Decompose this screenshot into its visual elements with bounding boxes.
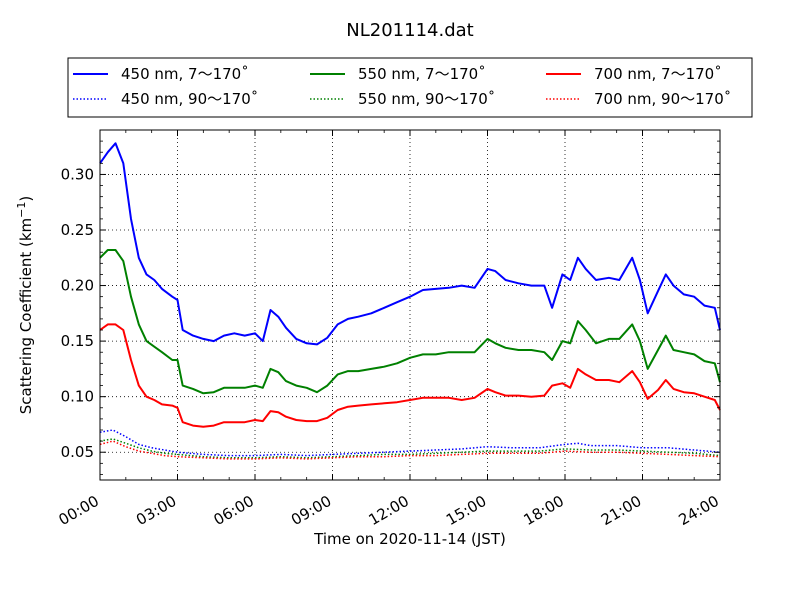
- series-layer: [99, 142, 721, 460]
- chart-title: NL201114.dat: [346, 20, 473, 41]
- legend-label: 700 nm, 7～170˚: [594, 65, 722, 83]
- legend: 450 nm, 7～170˚ 550 nm, 7～170˚ 700 nm, 7～17…: [67, 57, 753, 118]
- grid-lines: [100, 130, 720, 480]
- y-axis-label-main: Scattering Coefficient (km: [17, 218, 35, 414]
- y-tick-labels: 0.05 0.10 0.15 0.20 0.25 0.30: [61, 165, 94, 461]
- legend-label: 450 nm, 7～170˚: [121, 65, 249, 83]
- legend-label: 700 nm, 90～170˚: [594, 90, 731, 108]
- y-tick-label: 0.15: [61, 332, 94, 350]
- x-axis-label: Time on 2020-11-14 (JST): [313, 530, 506, 548]
- y-axis-label-end: ): [17, 196, 35, 202]
- axis-ticks: [99, 129, 721, 480]
- legend-entries: 450 nm, 7～170˚ 550 nm, 7～170˚ 700 nm, 7～17…: [73, 65, 731, 108]
- y-tick-label: 0.30: [61, 165, 94, 183]
- y-tick-label: 0.25: [61, 221, 94, 239]
- y-tick-label: 0.20: [61, 277, 94, 295]
- series-line-450-nm-7-170: [99, 142, 721, 346]
- series-line-450-nm-90-170: [99, 429, 721, 457]
- legend-frame: [67, 57, 753, 118]
- series-line-700-nm-90-170: [99, 440, 721, 460]
- y-axis-label-sup: −1: [15, 202, 28, 218]
- series-line-550-nm-7-170: [99, 249, 721, 395]
- series-line-700-nm-7-170: [99, 323, 721, 428]
- legend-label: 550 nm, 7～170˚: [358, 65, 486, 83]
- legend-label: 450 nm, 90～170˚: [121, 90, 258, 108]
- y-tick-label: 0.05: [61, 443, 94, 461]
- y-tick-label: 0.10: [61, 388, 94, 406]
- y-axis-label: Scattering Coefficient (km−1): [15, 196, 35, 415]
- legend-label: 550 nm, 90～170˚: [358, 90, 495, 108]
- series-line-550-nm-90-170: [99, 438, 721, 459]
